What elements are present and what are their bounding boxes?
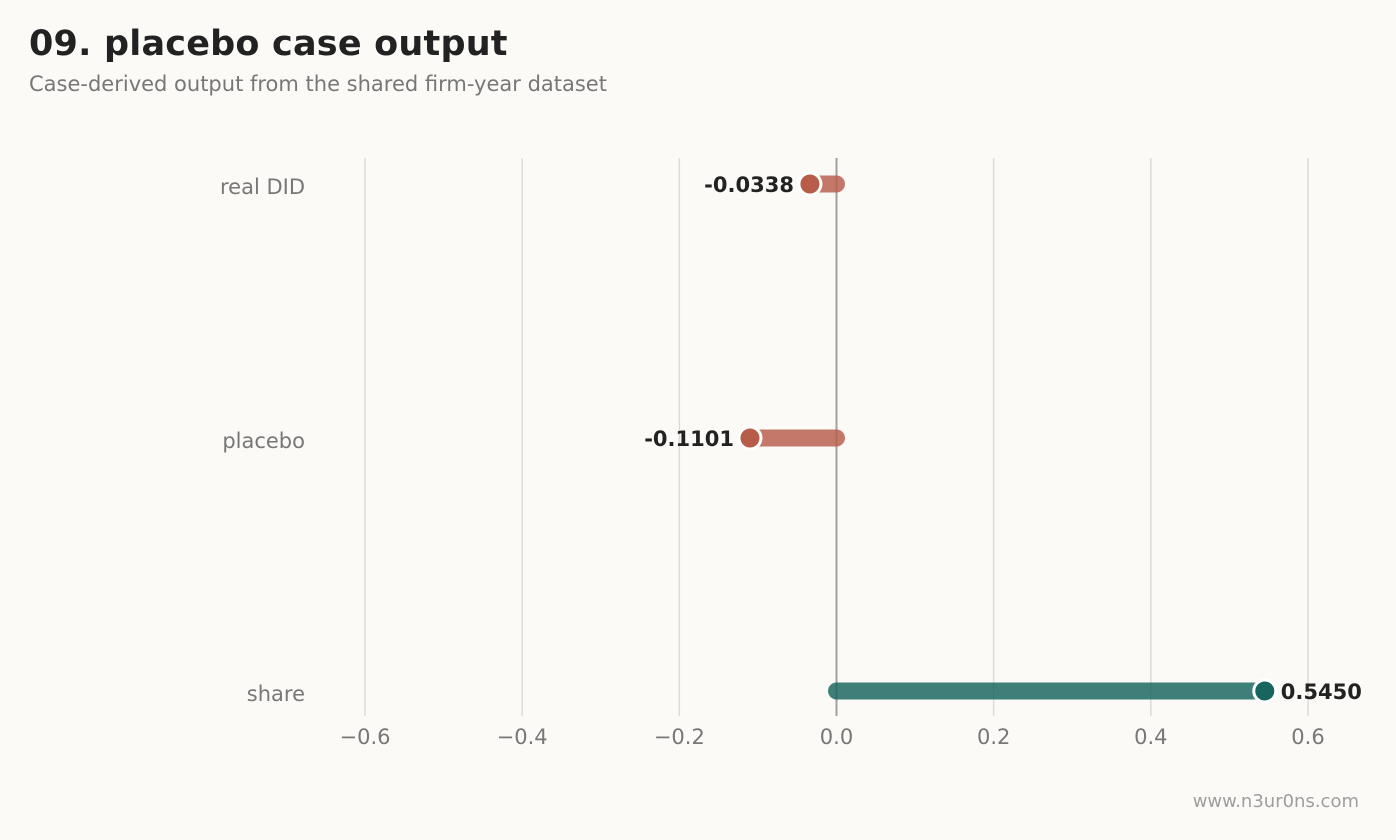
category-label: real DID <box>220 175 305 199</box>
chart-title: 09. placebo case output <box>29 24 508 64</box>
value-label: -0.0338 <box>704 173 794 197</box>
category-label: share <box>247 682 305 706</box>
x-tick-label: 0.2 <box>977 725 1010 749</box>
value-label: 0.5450 <box>1281 680 1362 704</box>
x-tick-label: −0.4 <box>497 725 548 749</box>
lollipop-dot <box>797 171 823 197</box>
x-tick-label: 0.4 <box>1134 725 1167 749</box>
lollipop-dot <box>737 425 763 451</box>
value-label: -0.1101 <box>644 427 734 451</box>
category-label: placebo <box>222 429 305 453</box>
x-tick-label: −0.2 <box>654 725 705 749</box>
x-tick-label: −0.6 <box>340 725 391 749</box>
x-tick-label: 0.0 <box>820 725 853 749</box>
lollipop-dot <box>1252 678 1278 704</box>
chart-subtitle: Case-derived output from the shared firm… <box>29 72 607 96</box>
watermark: www.n3ur0ns.com <box>1192 791 1359 812</box>
x-tick-label: 0.6 <box>1291 725 1324 749</box>
grid-lines <box>364 158 1309 716</box>
category-axis: real DID placebo share <box>220 175 305 706</box>
lollipop-series: -0.0338 -0.1101 0.5450 <box>644 171 1362 704</box>
x-axis: −0.6 −0.4 −0.2 0.0 0.2 0.4 0.6 <box>340 725 1325 749</box>
